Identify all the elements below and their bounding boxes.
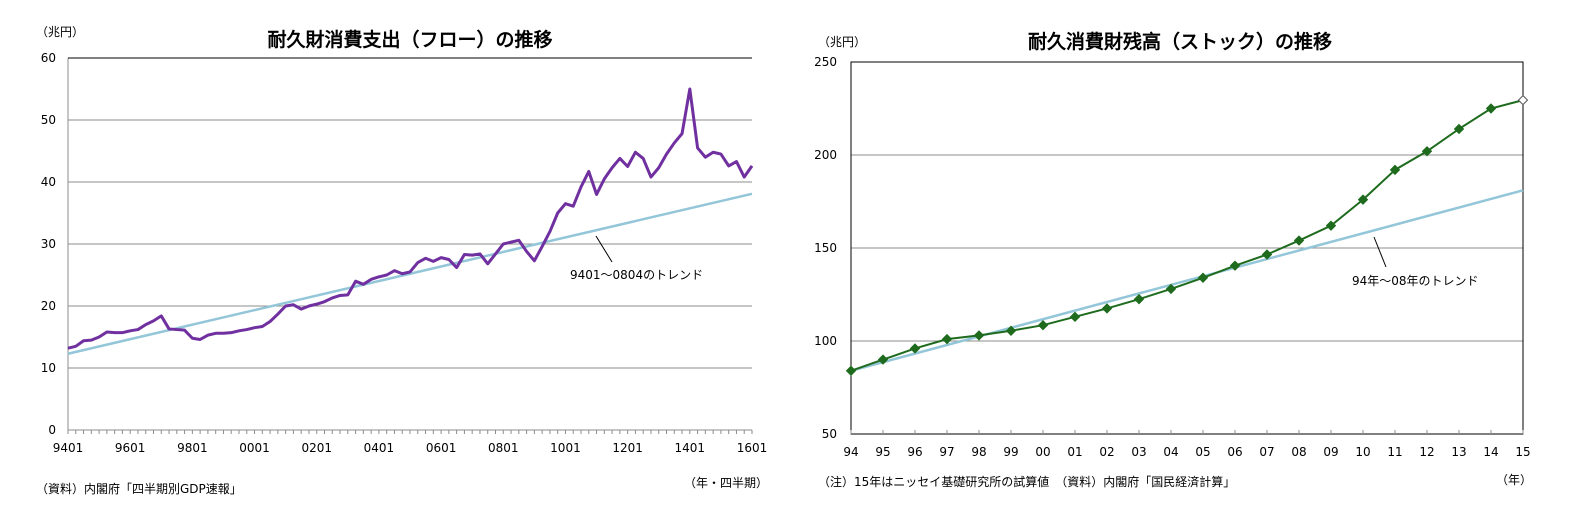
diamond-marker xyxy=(1485,103,1497,114)
diamond-marker xyxy=(1453,123,1465,135)
x-axis-label: （年・四半期） xyxy=(684,476,768,490)
diamond-marker xyxy=(1229,260,1241,271)
y-tick-label: 150 xyxy=(814,241,837,255)
x-tick-label: 09 xyxy=(1323,445,1338,459)
diamond-marker xyxy=(1005,325,1017,336)
diamond-marker xyxy=(1197,272,1209,283)
diamond-marker xyxy=(845,365,857,376)
x-tick-label: 01 xyxy=(1067,445,1082,459)
x-tick-label: 0401 xyxy=(364,441,395,455)
y-tick-label: 60 xyxy=(41,51,56,65)
y-tick-label: 30 xyxy=(41,237,56,251)
y-tick-label: 100 xyxy=(814,334,837,348)
x-tick-label: 0601 xyxy=(426,441,457,455)
x-tick-label: 95 xyxy=(875,445,890,459)
unit-label: （兆円） xyxy=(818,35,866,49)
x-tick-label: 1601 xyxy=(737,441,768,455)
plot-border xyxy=(850,61,1524,435)
x-tick-label: 15 xyxy=(1515,445,1530,459)
diamond-marker xyxy=(1069,311,1081,323)
series-line xyxy=(850,99,1524,372)
x-tick-label: 94 xyxy=(843,445,858,459)
diamond-marker xyxy=(941,333,953,345)
diamond-marker xyxy=(1165,283,1177,295)
diamond-marker xyxy=(973,330,985,341)
source-note: （注）15年はニッセイ基礎研究所の試算値 （資料）内閣府「国民経済計算」 xyxy=(818,474,1235,489)
diamond-marker xyxy=(1293,235,1305,246)
x-tick-label: 06 xyxy=(1227,445,1242,459)
x-tick-label: 1001 xyxy=(550,441,581,455)
x-tick-label: 0201 xyxy=(301,441,332,455)
diamond-marker xyxy=(1389,164,1401,176)
trend-line xyxy=(67,192,753,355)
x-tick-label: 96 xyxy=(907,445,922,459)
y-tick-label: 50 xyxy=(41,113,56,127)
x-tick-label: 12 xyxy=(1419,445,1434,459)
x-tick-label: 03 xyxy=(1131,445,1146,459)
trend-line xyxy=(850,189,1524,372)
diamond-marker xyxy=(1421,146,1433,157)
trend-label: 94年～08年のトレンド xyxy=(1352,274,1479,288)
x-tick-label: 13 xyxy=(1451,445,1466,459)
diamond-marker xyxy=(1133,293,1145,305)
y-tick-label: 20 xyxy=(41,299,56,313)
diamond-marker xyxy=(1261,249,1273,260)
x-tick-label: 99 xyxy=(1003,445,1018,459)
x-tick-label: 04 xyxy=(1163,445,1178,459)
x-tick-label: 9801 xyxy=(177,441,208,455)
x-tick-label: 0801 xyxy=(488,441,519,455)
x-tick-label: 9601 xyxy=(115,441,146,455)
trend-label: 9401～0804のトレンド xyxy=(570,268,703,282)
chart-title: 耐久消費財残高（ストック）の推移 xyxy=(1028,30,1332,53)
x-tick-label: 02 xyxy=(1099,445,1114,459)
x-tick-label: 05 xyxy=(1195,445,1210,459)
y-tick-label: 200 xyxy=(814,148,837,162)
x-tick-label: 1201 xyxy=(612,441,643,455)
x-axis-label: （年） xyxy=(1496,473,1532,487)
x-tick-label: 1401 xyxy=(675,441,706,455)
diamond-marker xyxy=(1357,194,1369,205)
source-note: （資料）内閣府「四半期別GDP速報」 xyxy=(36,481,242,496)
trend-label-leader xyxy=(1373,236,1387,268)
diamond-marker xyxy=(1325,220,1337,231)
diamond-marker xyxy=(909,343,921,354)
y-tick-label: 10 xyxy=(41,361,56,375)
diamond-marker xyxy=(877,354,889,365)
trend-label-leader xyxy=(595,235,613,263)
x-tick-label: 9401 xyxy=(53,441,84,455)
diamond-marker xyxy=(1101,303,1113,314)
x-tick-label: 97 xyxy=(939,445,954,459)
y-tick-label: 250 xyxy=(814,55,837,69)
y-tick-label: 50 xyxy=(822,427,837,441)
diamond-marker xyxy=(1037,319,1049,331)
x-tick-label: 07 xyxy=(1259,445,1274,459)
x-tick-label: 98 xyxy=(971,445,986,459)
chart-title: 耐久財消費支出（フロー）の推移 xyxy=(267,28,552,51)
unit-label: （兆円） xyxy=(36,25,84,39)
y-tick-label: 40 xyxy=(41,175,56,189)
estimated-point-marker xyxy=(1517,94,1529,106)
x-tick-label: 08 xyxy=(1291,445,1306,459)
x-tick-label: 10 xyxy=(1355,445,1370,459)
y-tick-label: 0 xyxy=(48,423,56,437)
x-tick-label: 11 xyxy=(1387,445,1402,459)
x-tick-label: 0001 xyxy=(239,441,270,455)
x-tick-label: 00 xyxy=(1035,445,1050,459)
x-tick-label: 14 xyxy=(1483,445,1498,459)
